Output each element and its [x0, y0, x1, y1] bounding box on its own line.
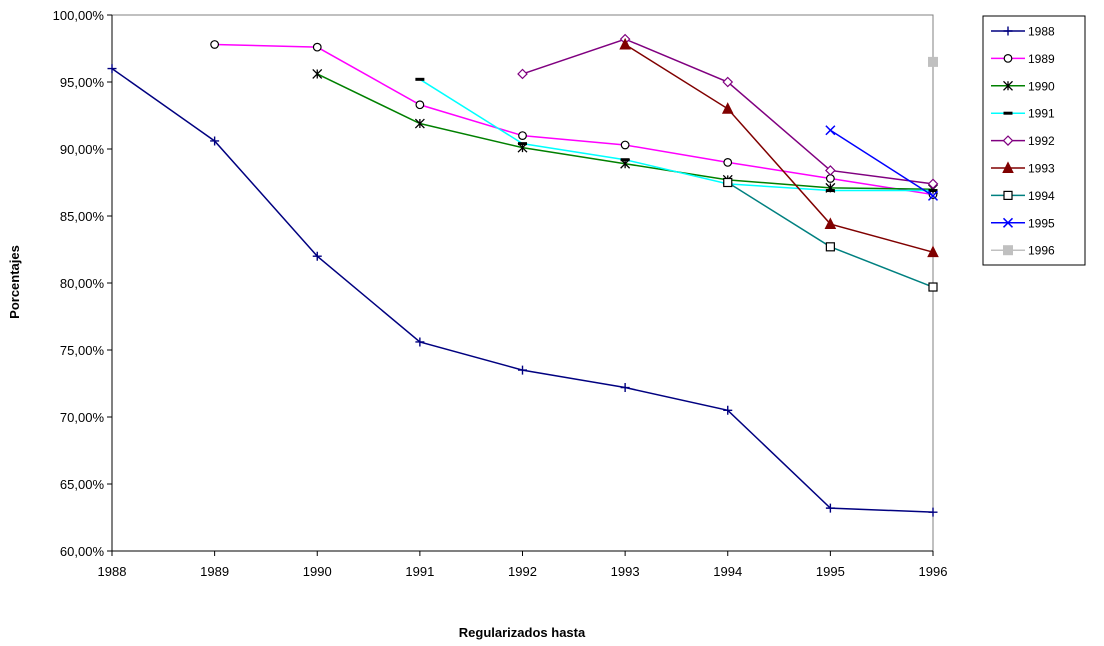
- series-1988: [107, 64, 938, 517]
- data-point-1989: [825, 174, 835, 183]
- y-tick-label: 70,00%: [60, 410, 105, 425]
- data-point-1989: [518, 131, 527, 141]
- x-tick-label: 1992: [508, 564, 537, 579]
- legend-item-1996: 1996: [991, 244, 1055, 258]
- data-point-1989: [210, 40, 220, 49]
- y-tick-label: 100,00%: [53, 8, 105, 23]
- data-point-1992: [517, 68, 528, 80]
- series-1991: [415, 77, 938, 193]
- legend-marker: [1003, 80, 1013, 91]
- x-tick-label: 1994: [713, 564, 742, 579]
- data-point-1989: [620, 140, 630, 150]
- legend-item-1994: 1994: [991, 189, 1055, 203]
- legend-marker: [1003, 245, 1013, 256]
- legend-label: 1995: [1028, 216, 1055, 230]
- data-point-1993: [721, 102, 734, 114]
- data-point-1994: [825, 242, 835, 252]
- y-tick-label: 60,00%: [60, 544, 105, 559]
- legend-item-1990: 1990: [991, 79, 1055, 93]
- legend: 1988 1989 1990 1991 1992 1993 1994 1995 1996: [982, 15, 1086, 266]
- plot-border: [111, 14, 934, 552]
- data-point-1988: [620, 383, 630, 393]
- plot-area: [111, 14, 934, 552]
- series-line-1989: [214, 43, 934, 196]
- data-point-1992: [927, 178, 939, 190]
- series-line-1993: [624, 43, 934, 253]
- data-point-1988: [825, 503, 835, 513]
- legend-item-1991: 1991: [991, 107, 1055, 121]
- series-layer: [107, 33, 939, 517]
- series-1996: [928, 56, 938, 67]
- legend-label: 1989: [1028, 52, 1055, 66]
- series-1989: [210, 40, 938, 199]
- data-point-1988: [518, 365, 527, 375]
- legend-item-1995: 1995: [991, 216, 1055, 230]
- data-point-1988: [415, 337, 425, 347]
- data-point-1993: [824, 217, 837, 230]
- data-point-1992: [825, 165, 836, 176]
- legend-label: 1991: [1028, 107, 1055, 121]
- data-point-1993: [927, 245, 939, 258]
- x-tick-label: 1990: [303, 564, 332, 579]
- data-point-1993: [619, 37, 631, 50]
- data-point-1990: [312, 69, 323, 79]
- y-axis-title: Porcentajes: [7, 245, 22, 319]
- legend-label: 1994: [1028, 189, 1055, 203]
- data-point-1996: [928, 56, 938, 67]
- legend-label: 1988: [1028, 25, 1055, 39]
- legend-label: 1992: [1028, 134, 1055, 148]
- legend-marker: [1002, 135, 1014, 146]
- y-tick-label: 95,00%: [60, 75, 105, 90]
- data-point-1995: [825, 125, 836, 136]
- legend-marker: [1002, 217, 1014, 228]
- series-line-1995: [829, 129, 934, 197]
- series-1994: [723, 177, 938, 292]
- data-point-1988: [723, 405, 733, 415]
- data-point-1989: [312, 42, 322, 52]
- legend-marker: [1003, 26, 1013, 36]
- data-point-1988: [928, 507, 938, 517]
- legend-label: 1990: [1028, 79, 1055, 93]
- legend-marker: [1003, 190, 1013, 200]
- series-1993: [619, 37, 939, 258]
- y-tick-label: 75,00%: [60, 343, 105, 358]
- series-1995: [825, 125, 939, 201]
- legend-item-1989: 1989: [991, 52, 1055, 66]
- data-point-1995: [927, 190, 939, 201]
- legend-item-1993: 1993: [991, 161, 1055, 176]
- legend-label: 1993: [1028, 162, 1055, 176]
- x-tick-label: 1989: [200, 564, 229, 579]
- data-point-1994: [723, 177, 733, 188]
- y-tick-label: 90,00%: [60, 142, 105, 157]
- x-tick-label: 1993: [611, 564, 640, 579]
- x-tick-label: 1991: [405, 564, 434, 579]
- x-tick-label: 1988: [98, 564, 127, 579]
- data-point-1994: [928, 282, 938, 292]
- legend-marker: [1003, 54, 1013, 63]
- data-point-1989: [415, 100, 425, 110]
- x-tick-label: 1996: [919, 564, 948, 579]
- legend-label: 1996: [1028, 244, 1055, 258]
- legend-item-1992: 1992: [991, 134, 1055, 148]
- legend-item-1988: 1988: [991, 25, 1055, 39]
- data-point-1988: [312, 251, 322, 261]
- data-point-1992: [722, 76, 734, 88]
- data-point-1988: [107, 64, 117, 74]
- series-line-1991: [419, 78, 933, 192]
- data-point-1989: [723, 157, 733, 167]
- axes: 60,00% 65,00% 70,00% 75,00% 80,00% 85,00% 90,0…: [53, 8, 948, 579]
- y-tick-label: 85,00%: [60, 209, 105, 224]
- y-tick-label: 80,00%: [60, 276, 105, 291]
- y-tick-label: 65,00%: [60, 477, 105, 492]
- data-point-1988: [210, 136, 220, 146]
- data-point-1990: [414, 118, 425, 129]
- x-axis-title: Regularizados hasta: [459, 625, 586, 640]
- x-tick-label: 1995: [816, 564, 845, 579]
- legend-marker: [1002, 161, 1014, 173]
